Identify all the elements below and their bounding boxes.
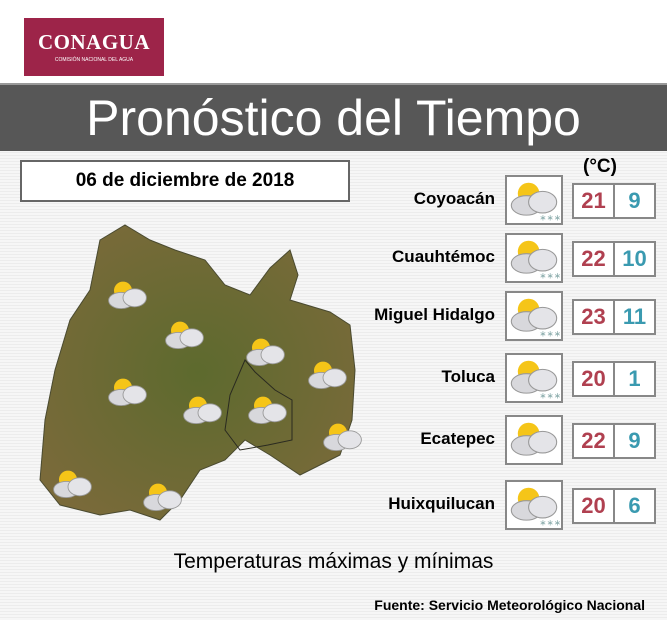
map-weather-icon: [105, 278, 150, 314]
svg-text:∗∗∗: ∗∗∗: [539, 213, 561, 223]
max-temp: 22: [574, 425, 615, 457]
max-temp: 20: [574, 490, 615, 522]
map-weather-icon: [243, 335, 288, 371]
forecast-row: Huixquilucan ∗∗∗ 20 6: [340, 480, 660, 530]
map-weather-icon: [50, 467, 95, 503]
temperature-box: 23 11: [572, 299, 656, 335]
min-temp: 11: [622, 304, 647, 329]
max-temp: 23: [574, 301, 615, 333]
logo-name: CONAGUA: [38, 30, 150, 54]
temperature-box: 20 6: [572, 488, 656, 524]
city-name: Cuauhtémoc: [392, 247, 495, 266]
min-temp: 9: [628, 428, 641, 453]
city-name: Ecatepec: [420, 429, 495, 448]
partly-cloudy-rain-icon: ∗∗∗: [505, 175, 563, 225]
max-temp: 21: [574, 185, 615, 217]
partly-cloudy-rain-icon: ∗∗∗: [505, 291, 563, 341]
map-weather-icon: [105, 375, 150, 411]
forecast-row: Miguel Hidalgo ∗∗∗ 23 11: [340, 291, 660, 341]
partly-cloudy-icon: [505, 415, 563, 465]
map-weather-icon: [180, 393, 225, 429]
city-name: Miguel Hidalgo: [374, 305, 495, 324]
partly-cloudy-rain-icon: ∗∗∗: [505, 233, 563, 283]
map-weather-icon: [245, 393, 290, 429]
max-temp: 20: [574, 363, 615, 395]
source-credit: Fuente: Servicio Meteorológico Nacional: [374, 597, 645, 613]
temperature-box: 22 9: [572, 423, 656, 459]
footer-caption: Temperaturas máximas y mínimas: [173, 550, 494, 573]
min-temp: 9: [628, 188, 641, 213]
forecast-row: Toluca ∗∗∗ 20 1: [340, 353, 660, 403]
svg-text:∗∗∗: ∗∗∗: [539, 391, 561, 401]
max-temp: 22: [574, 243, 615, 275]
logo-subtitle: COMISIÓN NACIONAL DEL AGUA: [54, 57, 134, 63]
forecast-row: Cuauhtémoc ∗∗∗ 22 10: [340, 233, 660, 283]
partly-cloudy-rain-icon: ∗∗∗: [505, 480, 563, 530]
min-temp: 6: [628, 493, 641, 518]
svg-text:∗∗∗: ∗∗∗: [539, 271, 561, 281]
min-temp: 10: [622, 246, 647, 271]
partly-cloudy-rain-icon: ∗∗∗: [505, 353, 563, 403]
conagua-logo: CONAGUA COMISIÓN NACIONAL DEL AGUA: [24, 18, 164, 76]
city-name: Coyoacán: [413, 189, 495, 208]
min-temp: 1: [628, 366, 641, 391]
svg-text:∗∗∗: ∗∗∗: [539, 518, 561, 528]
temperature-box: 20 1: [572, 361, 656, 397]
region-map: [39, 224, 356, 521]
city-name: Huixquilucan: [388, 494, 495, 513]
map-weather-icon: [140, 480, 185, 516]
forecast-row: Ecatepec 22 9: [340, 415, 660, 465]
map-weather-icon: [162, 318, 207, 354]
unit-label: (°C): [583, 156, 617, 177]
temperature-box: 22 10: [572, 241, 656, 277]
forecast-row: Coyoacán ∗∗∗ 21 9: [340, 175, 660, 225]
city-name: Toluca: [441, 367, 495, 386]
date-label: 06 de diciembre de 2018: [20, 160, 350, 202]
temperature-box: 21 9: [572, 183, 656, 219]
svg-text:∗∗∗: ∗∗∗: [539, 329, 561, 339]
page-title: Pronóstico del Tiempo: [0, 83, 667, 151]
